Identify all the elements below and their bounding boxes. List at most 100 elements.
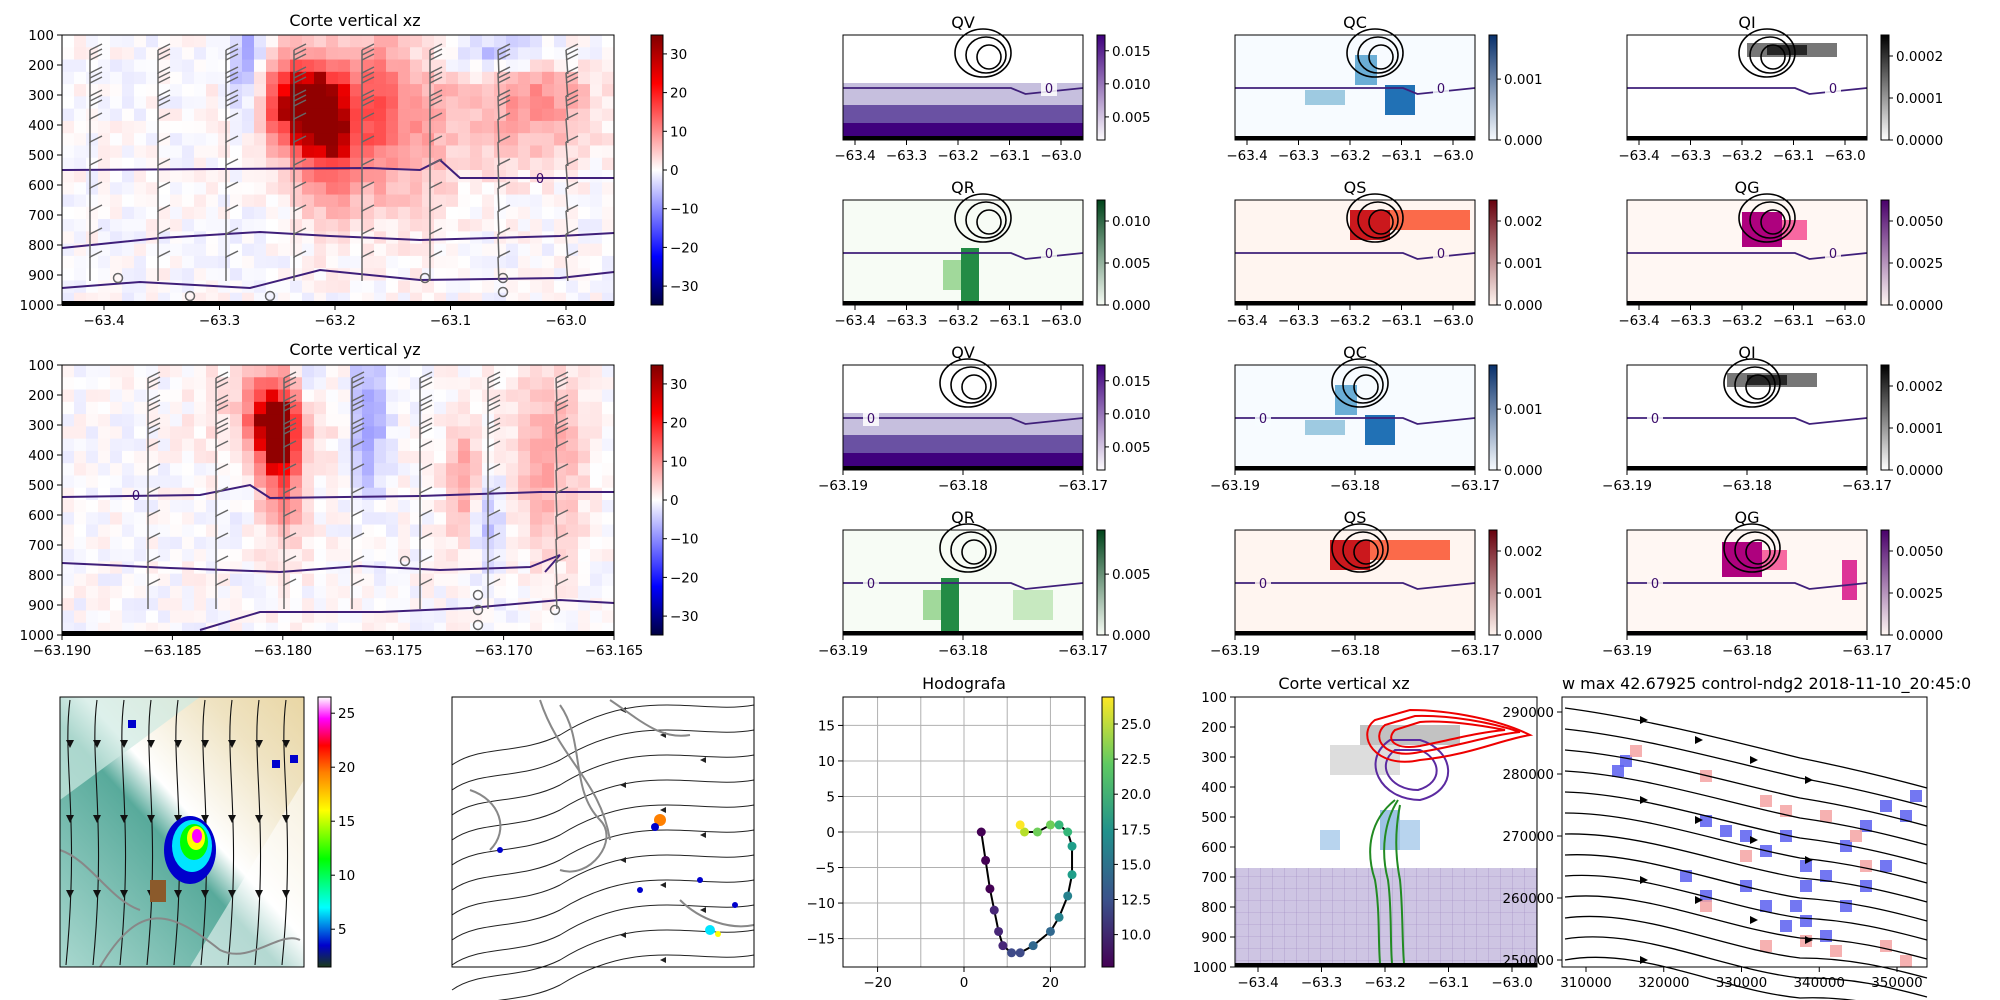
w-cell bbox=[506, 414, 519, 427]
w-cell bbox=[122, 463, 135, 476]
w-cell bbox=[146, 255, 159, 269]
w-cell bbox=[302, 47, 315, 61]
w-cell bbox=[338, 414, 351, 427]
w-cell bbox=[158, 194, 171, 208]
w-cell bbox=[206, 157, 219, 171]
w-cell bbox=[74, 549, 87, 562]
streamline-arrow bbox=[255, 740, 263, 748]
w-cell bbox=[458, 194, 471, 208]
w-cell bbox=[314, 561, 327, 575]
wind-barb bbox=[429, 227, 443, 235]
terrain-bar bbox=[1627, 466, 1867, 470]
w-cell bbox=[134, 206, 147, 220]
hodograph-point bbox=[1015, 948, 1025, 958]
w-cell bbox=[74, 414, 87, 427]
w-cell bbox=[146, 145, 159, 159]
wind-barb bbox=[565, 204, 579, 212]
wind-barb bbox=[565, 72, 569, 98]
y-tick-label: 1000 bbox=[20, 298, 54, 314]
w-cell bbox=[398, 426, 411, 440]
w-cell bbox=[482, 170, 495, 183]
w-cell bbox=[578, 96, 591, 110]
w-cell bbox=[278, 133, 291, 146]
w-cell bbox=[110, 219, 123, 232]
w-cell bbox=[254, 96, 267, 110]
w-cell bbox=[554, 108, 567, 122]
w-cell bbox=[434, 414, 447, 427]
w-cell bbox=[326, 463, 339, 476]
w-cell bbox=[386, 243, 399, 257]
colorbar-tick-label: 0.005 bbox=[1112, 440, 1151, 456]
w-cell bbox=[302, 96, 315, 110]
w-cell bbox=[590, 512, 603, 526]
w-cell bbox=[254, 585, 267, 599]
w-cell bbox=[134, 133, 147, 146]
w-cell bbox=[98, 365, 111, 378]
w-cell bbox=[398, 598, 411, 611]
w-cell bbox=[134, 96, 147, 110]
w-cell bbox=[338, 255, 351, 269]
x-tick-label: −63.17 bbox=[1450, 643, 1500, 659]
wind-barb bbox=[555, 399, 569, 407]
w-cell bbox=[194, 268, 207, 281]
streamline-arrow bbox=[620, 782, 626, 788]
wind-barb bbox=[555, 492, 558, 518]
colorbar-tick-label: 20.0 bbox=[1121, 787, 1151, 803]
streamline-arrow bbox=[1695, 816, 1703, 824]
w-cell bbox=[74, 401, 87, 415]
y-tick-label: 15 bbox=[818, 718, 835, 734]
w-cell bbox=[98, 133, 111, 146]
w-cell bbox=[410, 133, 423, 146]
w-cell bbox=[98, 487, 111, 501]
w-cell bbox=[62, 500, 75, 513]
w-cell bbox=[578, 524, 591, 538]
y-tick-label: 600 bbox=[28, 178, 54, 194]
w-cell bbox=[386, 219, 399, 232]
w-cell bbox=[194, 450, 207, 464]
w-cell bbox=[422, 610, 435, 624]
w-cell bbox=[194, 585, 207, 599]
w-cell bbox=[506, 219, 519, 232]
x-tick-label: −63.3 bbox=[1278, 148, 1319, 164]
w-cell bbox=[446, 365, 459, 378]
w-cell bbox=[134, 145, 147, 159]
w-cell bbox=[518, 59, 531, 73]
w-cell bbox=[290, 426, 303, 440]
w-cell bbox=[446, 610, 459, 624]
w-cell bbox=[230, 598, 243, 611]
w-cell bbox=[134, 598, 147, 611]
wind-barb bbox=[429, 94, 443, 102]
x-tick-label: 310000 bbox=[1560, 975, 1612, 991]
w-cell bbox=[194, 206, 207, 220]
w-cell bbox=[386, 512, 399, 526]
wind-barb bbox=[89, 71, 103, 79]
w-cell bbox=[506, 365, 519, 378]
w-cell bbox=[470, 47, 483, 61]
wind-barb bbox=[565, 233, 569, 259]
updraft-contour bbox=[1342, 366, 1384, 404]
w-cell bbox=[74, 71, 87, 85]
wind-barb bbox=[225, 227, 239, 235]
w-cell bbox=[530, 84, 543, 97]
colorbar bbox=[1096, 364, 1106, 471]
w-cell bbox=[386, 450, 399, 464]
w-cell bbox=[302, 598, 315, 611]
w-cell bbox=[590, 170, 603, 183]
wind-barb bbox=[565, 66, 579, 74]
contour-label: 0 bbox=[1829, 82, 1837, 97]
w-cell bbox=[254, 35, 267, 48]
w-cell bbox=[506, 585, 519, 599]
x-tick-label: −63.0 bbox=[1432, 313, 1473, 329]
w-cell bbox=[458, 549, 471, 562]
w-cell bbox=[482, 194, 495, 208]
w-cell bbox=[218, 243, 231, 257]
w-cell bbox=[434, 365, 447, 378]
w-cell bbox=[386, 268, 399, 281]
wind-barb bbox=[293, 227, 307, 235]
w-cell bbox=[602, 487, 615, 501]
axes-frame bbox=[59, 696, 305, 968]
w-cell bbox=[98, 500, 111, 513]
w-cell bbox=[542, 389, 555, 403]
wind-barb bbox=[351, 555, 365, 563]
